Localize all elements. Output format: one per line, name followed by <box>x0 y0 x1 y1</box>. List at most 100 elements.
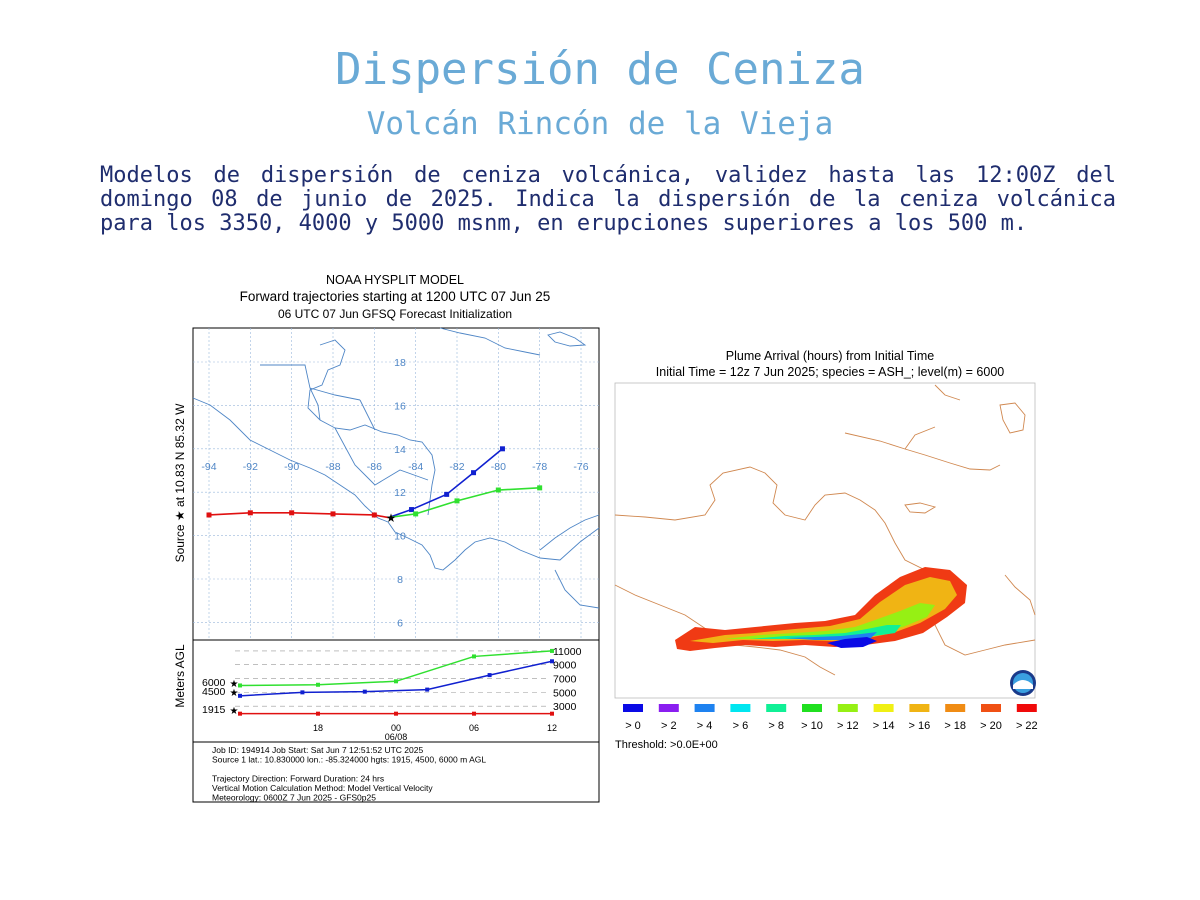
height-marker <box>394 711 398 716</box>
lat-label: 8 <box>397 574 403 586</box>
start-star-icon: ★ <box>230 706 239 717</box>
height-marker <box>316 711 320 716</box>
trajectory-marker <box>454 498 460 504</box>
start-height-label: 4500 <box>202 686 226 698</box>
job-info-line: Vertical Motion Calculation Method: Mode… <box>212 783 433 793</box>
lat-label: 12 <box>394 487 406 499</box>
height-marker <box>425 687 430 692</box>
lon-label: -76 <box>573 461 588 473</box>
mainland-coast <box>614 466 1036 656</box>
trajectory-map-frame <box>192 327 600 641</box>
legend-label: > 2 <box>661 720 677 732</box>
plume-svg: Plume Arrival (hours) from Initial Time … <box>614 349 1038 751</box>
pacific-coast <box>192 397 600 571</box>
start-height-labels: 6000 ★ 4500 ★ 1915 ★ <box>202 677 239 717</box>
legend-swatch <box>658 704 679 712</box>
legend-label: > 4 <box>697 720 713 732</box>
start-star-icon: ★ <box>230 688 239 699</box>
time-tick-label: 12 <box>547 723 557 733</box>
lon-label: -82 <box>449 461 464 473</box>
height-profile-lines <box>238 648 554 716</box>
lat-label: 6 <box>397 617 403 629</box>
height-marker <box>550 711 554 716</box>
start-star-icon: ★ <box>230 679 239 690</box>
lon-label: -90 <box>284 461 299 473</box>
trajectory-marker <box>330 511 336 517</box>
legend-swatch <box>1016 704 1037 712</box>
trajectory-lines <box>206 446 543 519</box>
trajectory-marker <box>371 512 377 518</box>
lon-label: -80 <box>491 461 506 473</box>
lon-label: -94 <box>201 461 216 473</box>
time-ticks: 18 00 06 12 <box>313 723 557 733</box>
trajectory-marker <box>495 487 501 493</box>
legend-label: > 16 <box>909 720 931 732</box>
noaa-logo <box>1010 670 1036 696</box>
height-tick-label: 9000 <box>553 660 577 672</box>
longitude-labels: -94 -92 -90 -88 -86 -84 -82 -80 -78 -76 <box>201 461 588 473</box>
trajectory-marker <box>499 446 505 452</box>
height-marker <box>362 689 367 694</box>
trajectory-marker <box>206 512 212 518</box>
height-tick-label: 5000 <box>553 687 577 699</box>
lon-label: -84 <box>408 461 423 473</box>
ash-plume <box>675 567 967 651</box>
trajectory-marker <box>537 485 543 491</box>
source-side-label: Source ★ at 10.83 N 85.32 W <box>173 403 187 563</box>
legend-swatch <box>873 704 894 712</box>
plume-title-2: Initial Time = 12z 7 Jun 2025; species =… <box>656 365 1005 379</box>
caribbean-coast <box>307 339 436 516</box>
jamaica-outline <box>904 502 937 514</box>
page-subtitle: Volcán Rincón de la Vieja <box>366 106 834 142</box>
height-marker <box>472 654 476 659</box>
time-tick-label: 06 <box>469 723 479 733</box>
coastlines <box>192 327 600 609</box>
plume-map-frame <box>614 382 1036 699</box>
height-marker <box>300 690 305 695</box>
legend-swatch <box>945 704 966 712</box>
trajectory-marker <box>409 507 415 513</box>
source-star-icon: ★ <box>386 511 397 525</box>
legend-swatch <box>837 704 858 712</box>
job-info-line: Trajectory Direction: Forward Duration: … <box>212 774 384 784</box>
threshold-label: Threshold: >0.0E+00 <box>615 739 718 751</box>
job-info-line: Source 1 lat.: 10.830000 lon.: -85.32400… <box>212 755 486 765</box>
job-info-line: Job ID: 194914 Job Start: Sat Jun 7 12:5… <box>212 745 423 755</box>
legend-swatch <box>623 704 643 712</box>
lat-label: 10 <box>394 531 406 543</box>
height-tick-label: 11000 <box>553 646 582 658</box>
legend-label: > 20 <box>980 720 1002 732</box>
trajectory-marker <box>444 491 450 497</box>
height-marker <box>550 659 554 664</box>
legend-label: > 0 <box>625 720 641 732</box>
trajectory-marker <box>413 511 419 517</box>
height-marker <box>316 682 320 687</box>
legend-swatch <box>802 704 822 712</box>
lon-label: -92 <box>243 461 258 473</box>
height-axis-label: Meters AGL <box>173 644 187 708</box>
height-tick-label: 3000 <box>553 701 577 713</box>
lon-label: -88 <box>325 461 340 473</box>
borders <box>260 364 429 486</box>
legend-label: > 6 <box>733 720 749 732</box>
legend-label: > 18 <box>944 720 966 732</box>
plume-arrival-figure: Plume Arrival (hours) from Initial Time … <box>605 345 1045 755</box>
legend-label: > 8 <box>768 720 784 732</box>
latitude-labels: 18 16 14 12 10 8 6 <box>394 357 406 629</box>
height-marker <box>487 673 492 678</box>
start-height-label: 1915 <box>202 704 226 716</box>
legend-swatch <box>694 704 715 712</box>
south-america-outline <box>1004 574 1036 616</box>
time-tick-label: 18 <box>313 723 323 733</box>
legend-swatch <box>909 704 930 712</box>
lat-label: 16 <box>394 400 406 412</box>
legend-label: > 10 <box>801 720 823 732</box>
trajectory-marker <box>471 470 477 476</box>
job-info-line: Meteorology: 0600Z 7 Jun 2025 - GFS0p25 <box>212 793 376 803</box>
page-title: Dispersión de Ceniza <box>335 44 865 95</box>
hysplit-title-2: Forward trajectories starting at 1200 UT… <box>240 289 551 304</box>
plume-title-1: Plume Arrival (hours) from Initial Time <box>726 349 934 363</box>
start-height-label: 6000 <box>202 677 226 689</box>
height-profile-4500 <box>239 660 553 697</box>
